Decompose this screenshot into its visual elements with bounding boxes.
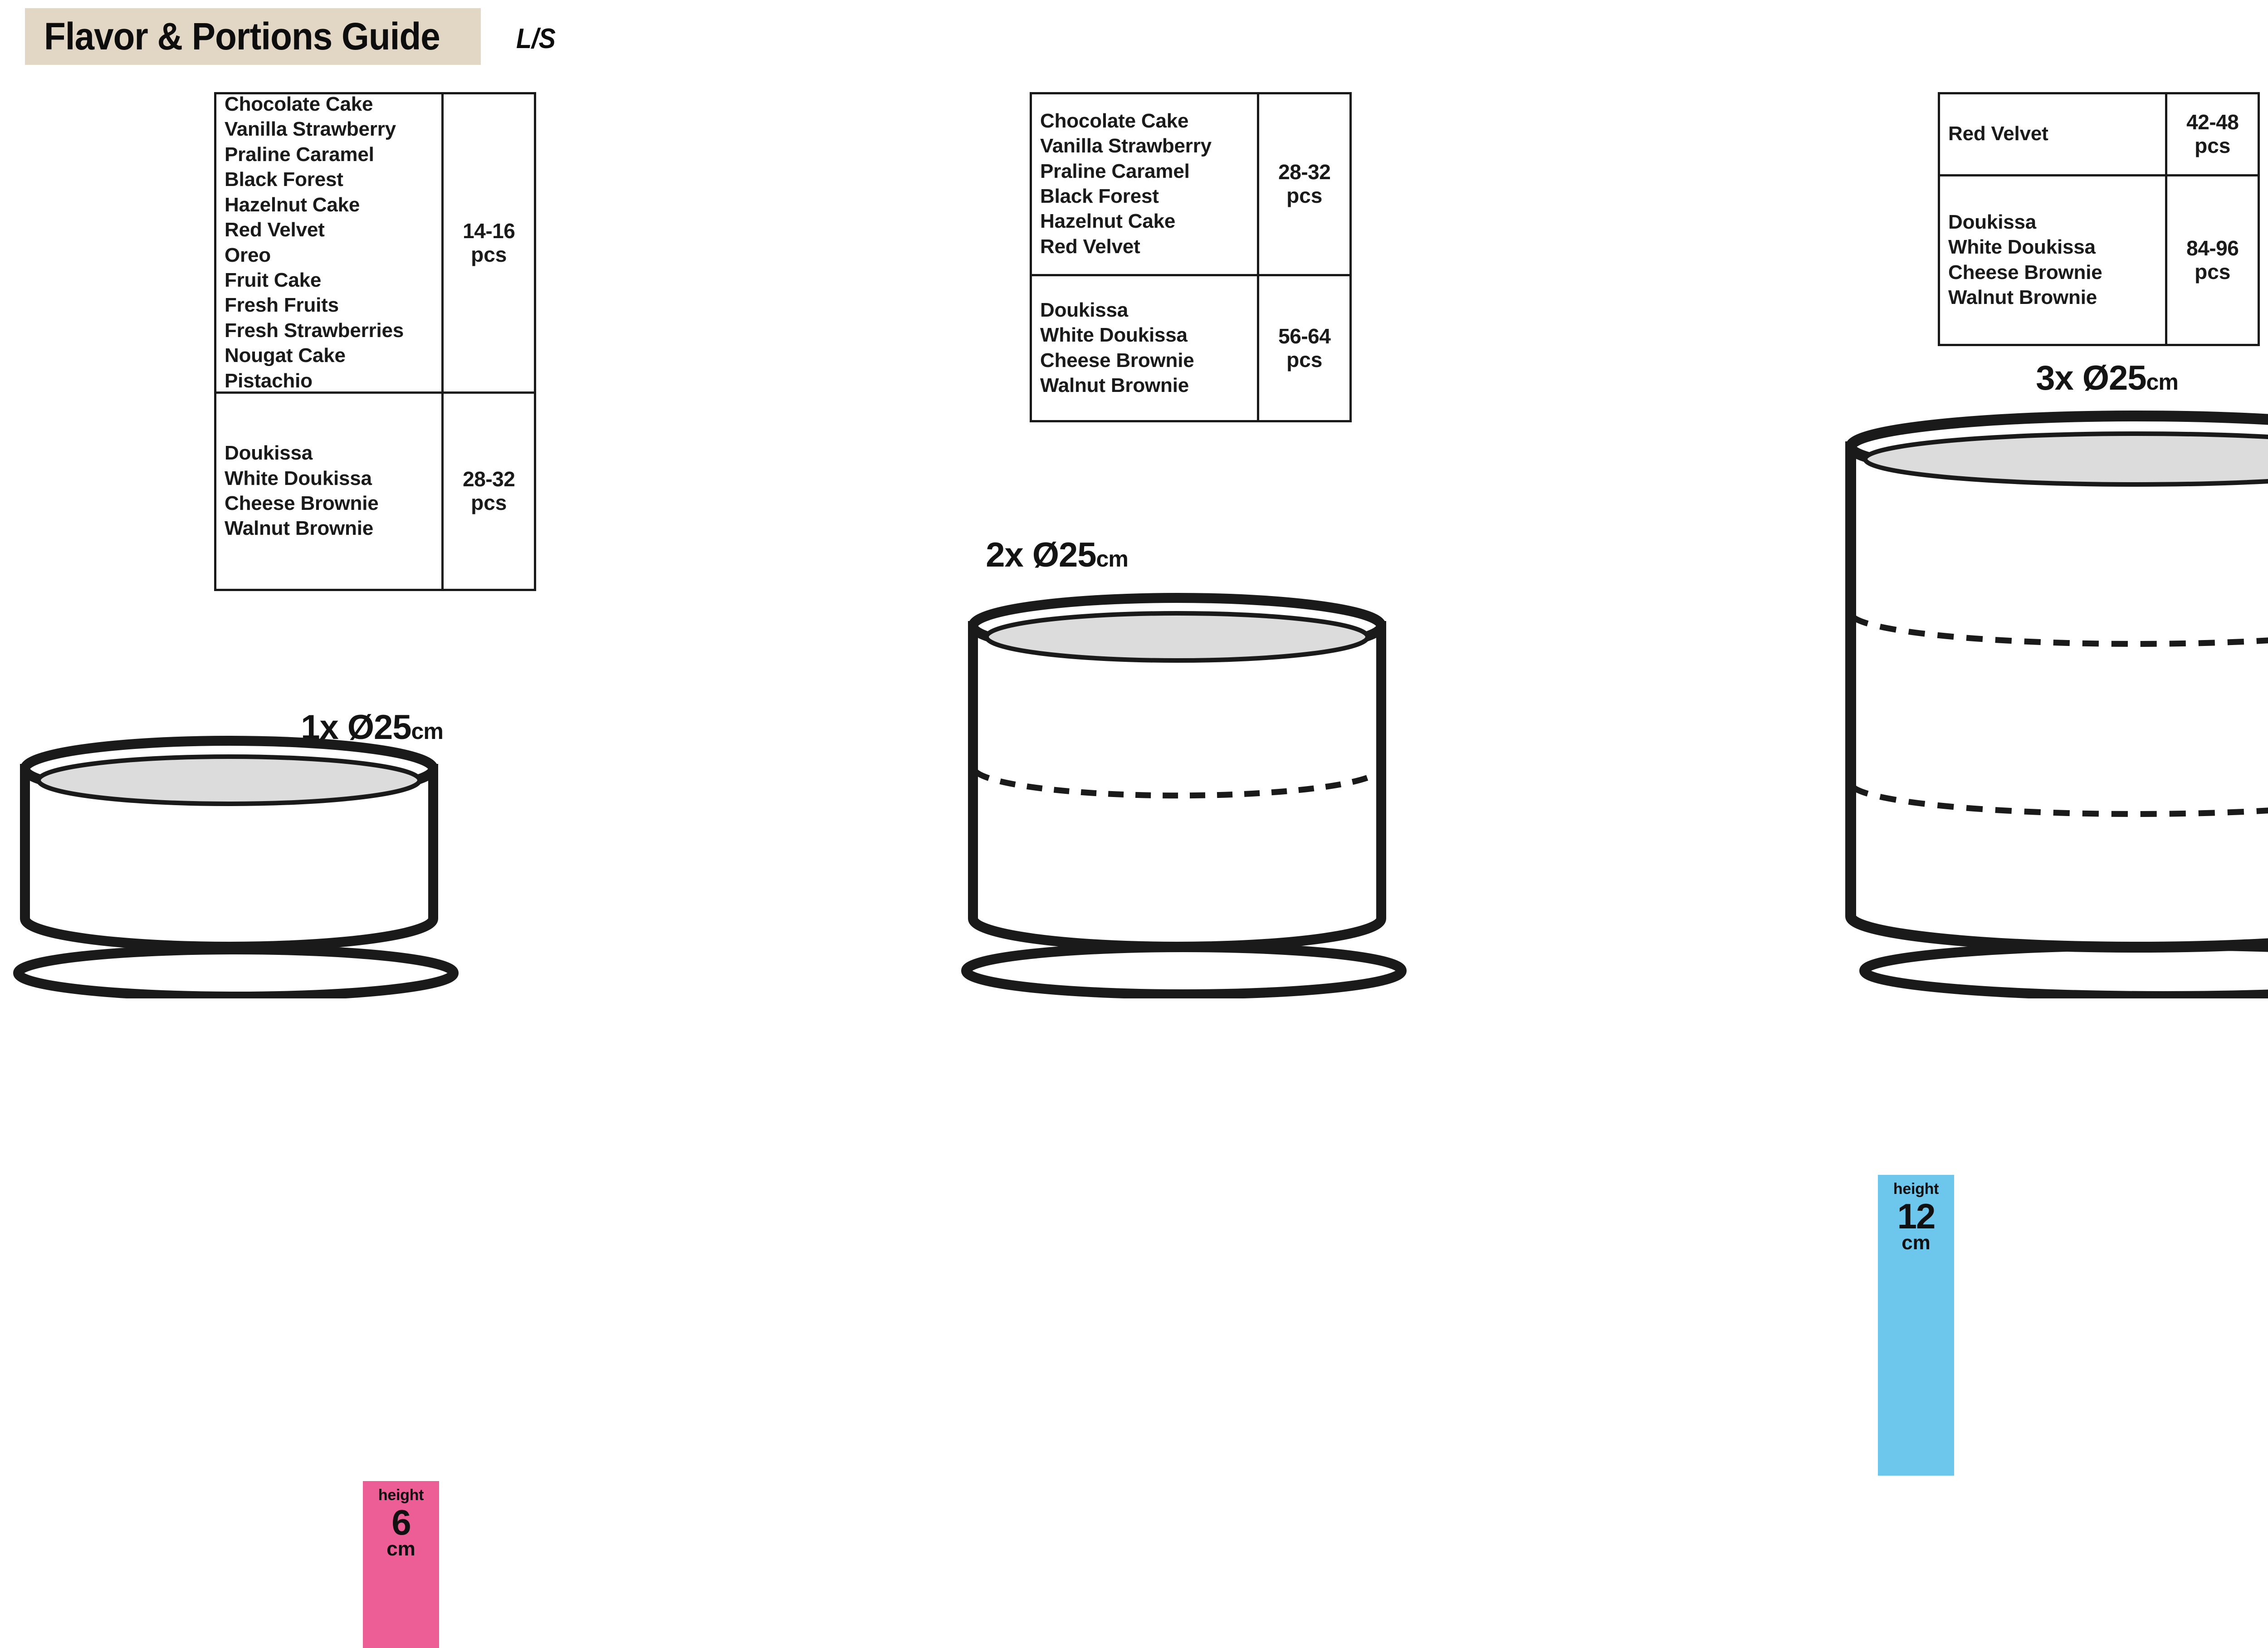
cake-size-caption-2x: 2x Ø25cm [986,536,1129,574]
flavor-list-cell: Red Velvet [1940,94,2165,174]
portion-count-cell: 42-48 pcs [2165,94,2258,174]
height-label: height [378,1487,424,1504]
flavor-item: Chocolate Cake [225,93,373,115]
flavor-item: Walnut Brownie [225,517,373,540]
portion-count-value: 56-64 [1278,324,1331,348]
portion-count-value: 42-48 [2186,110,2239,134]
guide-canvas: Flavor & Portions Guide L/S Chocolate Ca… [5,8,2268,1648]
cake-shape-3x [1845,411,2268,998]
cake-diagram-3x: 3x Ø25cm height 18 cm [1678,358,2268,998]
portions-table-3: Red Velvet 42-48 pcs Doukissa White Douk… [1938,92,2260,346]
height-label: height [1893,1180,1939,1198]
height-unit: cm [386,1537,415,1560]
flavor-item: White Doukissa [1948,236,2096,259]
flavor-item: Fruit Cake [225,269,322,291]
portion-count-value: 28-32 [1278,160,1331,184]
portion-count-cell: 84-96 pcs [2165,176,2258,344]
portions-table-1: Chocolate Cake Vanilla Strawberry Pralin… [214,92,536,591]
flavor-item: Praline Caramel [225,143,374,166]
flavor-item: Walnut Brownie [1040,374,1189,396]
flavor-item: Hazelnut Cake [225,193,360,216]
flavor-item: Black Forest [225,168,343,191]
flavor-list-cell: Doukissa White Doukissa Cheese Brownie W… [1032,276,1257,420]
table-row: Chocolate Cake Vanilla Strawberry Pralin… [1032,94,1349,274]
portion-count-unit: pcs [471,242,507,266]
cake-height-badge-2x: height 12 cm [1878,1175,1954,1476]
table-row: Doukissa White Doukissa Cheese Brownie W… [1940,174,2258,344]
flavor-item: Oreo [225,244,271,266]
cake-shape-2x [961,593,1407,998]
height-unit: cm [1901,1231,1931,1254]
portion-count-value: 14-16 [463,219,515,243]
flavor-list-cell: Doukissa White Doukissa Cheese Brownie W… [216,394,441,589]
portion-count-unit: pcs [2195,134,2231,157]
portion-count-cell: 28-32 pcs [441,394,534,589]
size-code-label: L/S [516,23,556,54]
flavor-item: Chocolate Cake [1040,109,1189,132]
portion-count-unit: pcs [2195,259,2231,284]
height-value: 12 [1897,1196,1936,1236]
portion-count-unit: pcs [1286,347,1323,372]
cake-size-caption-3x: 3x Ø25cm [2036,359,2179,397]
flavor-list-cell: Chocolate Cake Vanilla Strawberry Pralin… [1032,94,1257,274]
flavor-item: Doukissa [1040,298,1129,321]
flavor-item: Walnut Brownie [1948,286,2097,308]
flavor-item: Praline Caramel [1040,160,1190,182]
cake-diagram-1x: 1x Ø25cm height 6 cm [5,708,739,1648]
flavor-item: Red Velvet [1040,235,1140,258]
cake-diagram-2x: 2x Ø25cm height 12 cm [689,535,1954,1476]
flavor-item: Vanilla Strawberry [225,118,396,141]
table-row: Doukissa White Doukissa Cheese Brownie W… [216,391,534,589]
flavor-item: Fresh Strawberries [225,319,404,342]
flavor-item: Red Velvet [1948,122,2048,145]
table-row: Doukissa White Doukissa Cheese Brownie W… [1032,274,1349,420]
flavor-item: Cheese Brownie [1040,349,1194,372]
flavor-item: Nougat Cake [225,344,346,367]
flavor-item: White Doukissa [225,467,372,489]
flavor-item: White Doukissa [1040,324,1188,347]
portion-count-value: 84-96 [2186,236,2239,260]
table-row: Red Velvet 42-48 pcs [1940,94,2258,174]
page-title-banner: Flavor & Portions Guide [25,8,481,65]
height-value: 6 [391,1502,411,1542]
portion-count-unit: pcs [471,491,507,514]
flavor-item: Vanilla Strawberry [1040,135,1212,157]
flavor-item: Cheese Brownie [225,492,379,514]
flavor-item: Cheese Brownie [1948,261,2102,284]
flavor-list-cell: Chocolate Cake Vanilla Strawberry Pralin… [216,93,441,392]
table-row: Chocolate Cake Vanilla Strawberry Pralin… [216,93,534,392]
flavor-list-cell: Doukissa White Doukissa Cheese Brownie W… [1940,176,2165,344]
flavor-item: Fresh Fruits [225,294,339,317]
cake-shape-1x [13,736,459,998]
flavor-item: Doukissa [225,442,313,465]
flavor-item: Pistachio [225,369,313,392]
flavor-item: Hazelnut Cake [1040,210,1176,233]
page-title: Flavor & Portions Guide [44,15,440,58]
portion-count-value: 28-32 [463,467,515,491]
portions-table-2: Chocolate Cake Vanilla Strawberry Pralin… [1030,92,1352,422]
portion-count-cell: 14-16 pcs [441,94,534,391]
cake-height-badge-1x: height 6 cm [363,1481,439,1648]
portion-count-unit: pcs [1286,184,1323,207]
flavor-item: Red Velvet [225,219,325,241]
portion-count-cell: 28-32 pcs [1257,94,1349,274]
flavor-item: Black Forest [1040,185,1159,207]
flavor-item: Doukissa [1948,210,2037,233]
portion-count-cell: 56-64 pcs [1257,276,1349,420]
